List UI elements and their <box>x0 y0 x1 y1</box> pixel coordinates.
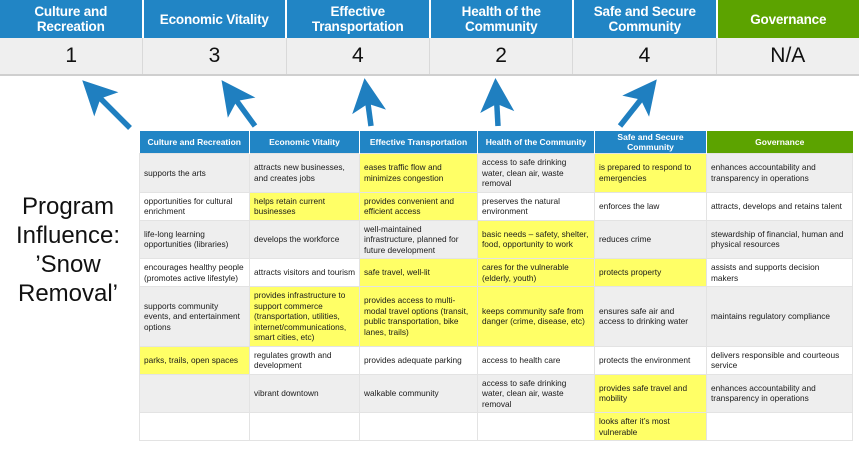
scorecard-value-culture-and-recreation: 1 <box>0 38 144 74</box>
matrix-cell: well-maintained infrastructure, planned … <box>359 219 478 259</box>
scorecard-value-governance: N/A <box>770 44 806 67</box>
scorecard-header-effective-transportation: Effective Transportation <box>287 0 431 38</box>
program-influence-caption: Program Influence: ’Snow Removal’ <box>2 192 134 308</box>
matrix-cell <box>249 412 360 441</box>
table-row: opportunities for cultural enrichment hel… <box>139 191 853 221</box>
arrow-icon-culture-and-recreation <box>82 80 132 130</box>
matrix-cell: looks after it’s most vulnerable <box>594 412 707 441</box>
scorecard-value-economic-vitality: 3 <box>143 38 287 74</box>
arrow-icon-effective-transportation <box>352 78 386 127</box>
scorecard-header-economic-vitality: Economic Vitality <box>143 0 287 38</box>
matrix-cell: life-long learning opportunities (librar… <box>139 219 250 259</box>
matrix-cell <box>359 412 478 441</box>
scorecard-header-safe-and-secure-community: Safe and Secure Community <box>574 0 718 38</box>
caption-line-2: Influence: <box>15 222 121 249</box>
table-row: encourages healthy people (promotes acti… <box>139 258 853 287</box>
matrix-cell <box>706 412 853 441</box>
arrow-icon-health-of-the-community <box>480 78 515 127</box>
influence-matrix-table: Culture and Recreation Economic Vitality… <box>139 131 853 441</box>
matrix-cell: regulates growth and development <box>249 345 360 375</box>
table-row: looks after it’s most vulnerable <box>139 412 853 441</box>
table-row: vibrant downtown walkable community access… <box>139 373 853 413</box>
scorecard-banner: Culture and Recreation Economic Vitality… <box>0 0 859 76</box>
scorecard-value-safe-and-secure-community: 4 <box>573 38 717 74</box>
matrix-cell: helps retain current businesses <box>249 191 360 221</box>
matrix-cell <box>139 373 250 413</box>
matrix-cell: attracts, develops and retains talent <box>706 191 853 221</box>
caption-line-1: Program <box>21 193 115 220</box>
table-row: supports the arts attracts new businesses… <box>139 153 853 193</box>
matrix-cell: parks, trails, open spaces <box>139 345 250 375</box>
scorecard-header-governance: Governance <box>717 0 859 38</box>
matrix-cell: basic needs – safety, shelter, food, opp… <box>477 219 595 259</box>
matrix-cell: keeps community safe from danger (crime,… <box>477 286 595 347</box>
matrix-cell: encourages healthy people (promotes acti… <box>139 258 250 287</box>
matrix-cell: vibrant downtown <box>249 373 360 413</box>
caption-line-3: ’Snow <box>35 251 101 278</box>
matrix-header-governance: Governance <box>706 131 853 154</box>
matrix-cell: safe travel, well-lit <box>359 258 478 287</box>
matrix-cell: delivers responsible and courteous servi… <box>706 345 853 375</box>
matrix-cell: preserves the natural environment <box>477 191 595 221</box>
matrix-cell: enhances accountability and transparency… <box>706 373 853 413</box>
matrix-cell <box>477 412 595 441</box>
scorecard-header-culture-and-recreation: Culture and Recreation <box>0 0 144 38</box>
matrix-cell: provides safe travel and mobility <box>594 373 707 413</box>
matrix-cell: ensures safe air and access to drinking … <box>594 286 707 347</box>
matrix-cell: assists and supports decision makers <box>706 258 853 287</box>
scorecard-value-effective-transportation: 4 <box>287 38 430 74</box>
matrix-cell: attracts new businesses, and creates job… <box>249 153 360 193</box>
table-row: parks, trails, open spaces regulates grow… <box>139 345 853 375</box>
matrix-cell: access to health care <box>477 345 595 375</box>
matrix-header-economic-vitality: Economic Vitality <box>249 131 360 154</box>
table-row: supports community events, and entertain… <box>139 286 853 347</box>
matrix-cell: provides infrastructure to support comme… <box>249 286 360 347</box>
matrix-cell: walkable community <box>359 373 478 413</box>
matrix-cell: supports community events, and entertain… <box>139 286 250 347</box>
scorecard-value-health-of-the-community: 2 <box>430 38 574 74</box>
matrix-cell: supports the arts <box>139 153 250 193</box>
caption-line-4: Removal’ <box>17 280 119 307</box>
matrix-cell: cares for the vulnerable (elderly, youth… <box>477 258 595 287</box>
matrix-header-effective-transportation: Effective Transportation <box>359 131 478 154</box>
matrix-cell: opportunities for cultural enrichment <box>139 191 250 221</box>
matrix-body: supports the arts attracts new businesses… <box>139 153 853 441</box>
matrix-cell: access to safe drinking water, clean air… <box>477 373 595 413</box>
matrix-cell: provides convenient and efficient access <box>359 191 478 221</box>
arrow-icon-economic-vitality <box>221 80 258 128</box>
matrix-cell: enforces the law <box>594 191 707 221</box>
matrix-header-culture-and-recreation: Culture and Recreation <box>139 131 250 154</box>
matrix-cell: provides adequate parking <box>359 345 478 375</box>
scorecard-header-health-of-the-community: Health of the Community <box>430 0 574 38</box>
matrix-cell: provides access to multi-modal travel op… <box>359 286 478 347</box>
matrix-cell: protects the environment <box>594 345 707 375</box>
matrix-header-row: Culture and Recreation Economic Vitality… <box>139 131 853 154</box>
arrow-group <box>82 78 657 130</box>
scorecard-value-row: 1 3 4 2 4 N/A <box>0 38 859 76</box>
matrix-cell: stewardship of financial, human and phys… <box>706 219 853 259</box>
matrix-cell: attracts visitors and tourism <box>249 258 360 287</box>
matrix-cell: reduces crime <box>594 219 707 259</box>
matrix-cell: develops the workforce <box>249 219 360 259</box>
arrow-icon-safe-and-secure-community <box>617 79 657 128</box>
matrix-cell: maintains regulatory compliance <box>706 286 853 347</box>
table-row: life-long learning opportunities (librar… <box>139 219 853 259</box>
matrix-cell: is prepared to respond to emergencies <box>594 153 707 193</box>
matrix-cell: protects property <box>594 258 707 287</box>
matrix-cell: enhances accountability and transparency… <box>706 153 853 193</box>
matrix-cell: access to safe drinking water, clean air… <box>477 153 595 193</box>
matrix-cell <box>139 412 250 441</box>
scorecard-header-row: Culture and Recreation Economic Vitality… <box>0 0 859 38</box>
matrix-header-health-of-the-community: Health of the Community <box>477 131 595 154</box>
matrix-cell: eases traffic flow and minimizes congest… <box>359 153 478 193</box>
matrix-header-safe-and-secure-community: Safe and Secure Community <box>594 131 707 154</box>
